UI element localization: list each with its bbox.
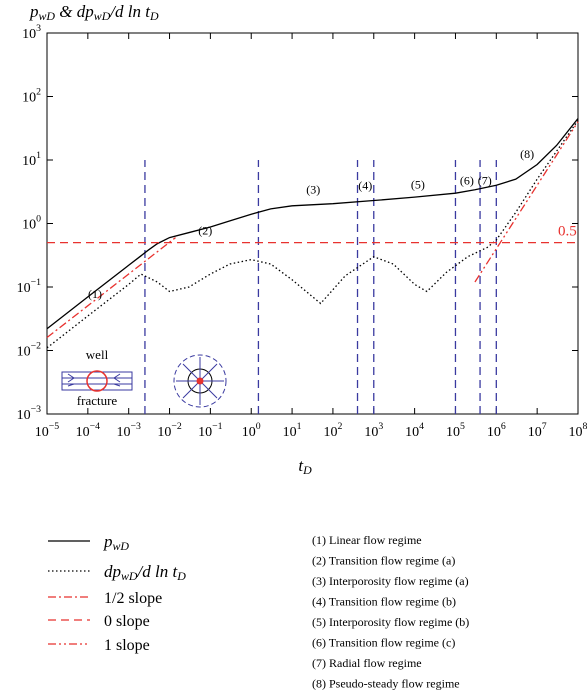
x-tick-label: 107​ bbox=[528, 421, 547, 440]
regime-label: (2) Transition flow regime (a) bbox=[312, 553, 455, 567]
annotation: (6) bbox=[460, 173, 474, 187]
regime-label: (5) Interporosity flow regime (b) bbox=[312, 615, 469, 629]
regime-label: (8) Pseudo-steady flow regime bbox=[312, 676, 460, 690]
annotation: (2) bbox=[198, 223, 212, 237]
annotation: 0.5 bbox=[558, 224, 577, 240]
x-tick-label: 104​ bbox=[405, 421, 424, 440]
y-tick-label: 10−2​ bbox=[17, 341, 42, 360]
y-tick-label: 100​ bbox=[22, 214, 41, 233]
x-tick-label: 10−1​ bbox=[198, 421, 223, 440]
y-tick-label: 103​ bbox=[22, 23, 41, 42]
y-tick-label: 101​ bbox=[22, 150, 41, 169]
x-tick-label: 10−5​ bbox=[35, 421, 60, 440]
series-line bbox=[46, 118, 579, 330]
legend-label: pwD​ bbox=[103, 532, 129, 553]
x-tick-label: 106​ bbox=[487, 421, 506, 440]
series-line bbox=[46, 237, 176, 339]
radial-icon bbox=[173, 354, 227, 408]
x-tick-label: 105​ bbox=[446, 421, 465, 440]
x-axis-label: tD​ bbox=[298, 456, 312, 477]
x-tick-label: 10−3​ bbox=[116, 421, 141, 440]
x-tick-label: 10−2​ bbox=[157, 421, 182, 440]
legend-label: dpwD​/d ln tD​ bbox=[104, 562, 186, 583]
x-tick-label: 108​ bbox=[569, 421, 587, 440]
regime-label: (1) Linear flow regime bbox=[312, 533, 422, 547]
chart-title: pwD​ & dpwD​/d ln tD​ bbox=[29, 2, 159, 23]
annotation: (7) bbox=[478, 173, 492, 187]
regime-label: (3) Interporosity flow regime (a) bbox=[312, 574, 469, 588]
regime-label: (6) Transition flow regime (c) bbox=[312, 635, 455, 649]
x-tick-label: 100​ bbox=[242, 421, 261, 440]
inset-label: well bbox=[86, 347, 109, 362]
y-tick-label: 102​ bbox=[22, 87, 41, 106]
annotation: (4) bbox=[358, 178, 372, 192]
legend-label: 0 slope bbox=[104, 613, 150, 630]
x-tick-label: 103​ bbox=[364, 421, 383, 440]
y-tick-label: 10−3​ bbox=[17, 404, 42, 423]
legend-label: 1/2 slope bbox=[104, 590, 162, 607]
regime-label: (4) Transition flow regime (b) bbox=[312, 594, 456, 608]
fracture-icon bbox=[61, 370, 133, 392]
regime-label: (7) Radial flow regime bbox=[312, 656, 422, 670]
y-tick-label: 10−1​ bbox=[17, 277, 42, 296]
series-line bbox=[474, 121, 579, 283]
annotation: (3) bbox=[306, 182, 320, 196]
annotation: (8) bbox=[520, 147, 534, 161]
plot-frame bbox=[46, 32, 579, 415]
legend-label: 1 slope bbox=[104, 637, 150, 654]
annotation: (5) bbox=[411, 177, 425, 191]
x-tick-label: 101​ bbox=[283, 421, 302, 440]
series-line bbox=[46, 120, 579, 349]
annotation: (1) bbox=[88, 287, 102, 301]
x-tick-label: 10−4​ bbox=[76, 421, 101, 440]
x-tick-label: 102​ bbox=[323, 421, 342, 440]
inset-label: fracture bbox=[77, 393, 118, 408]
